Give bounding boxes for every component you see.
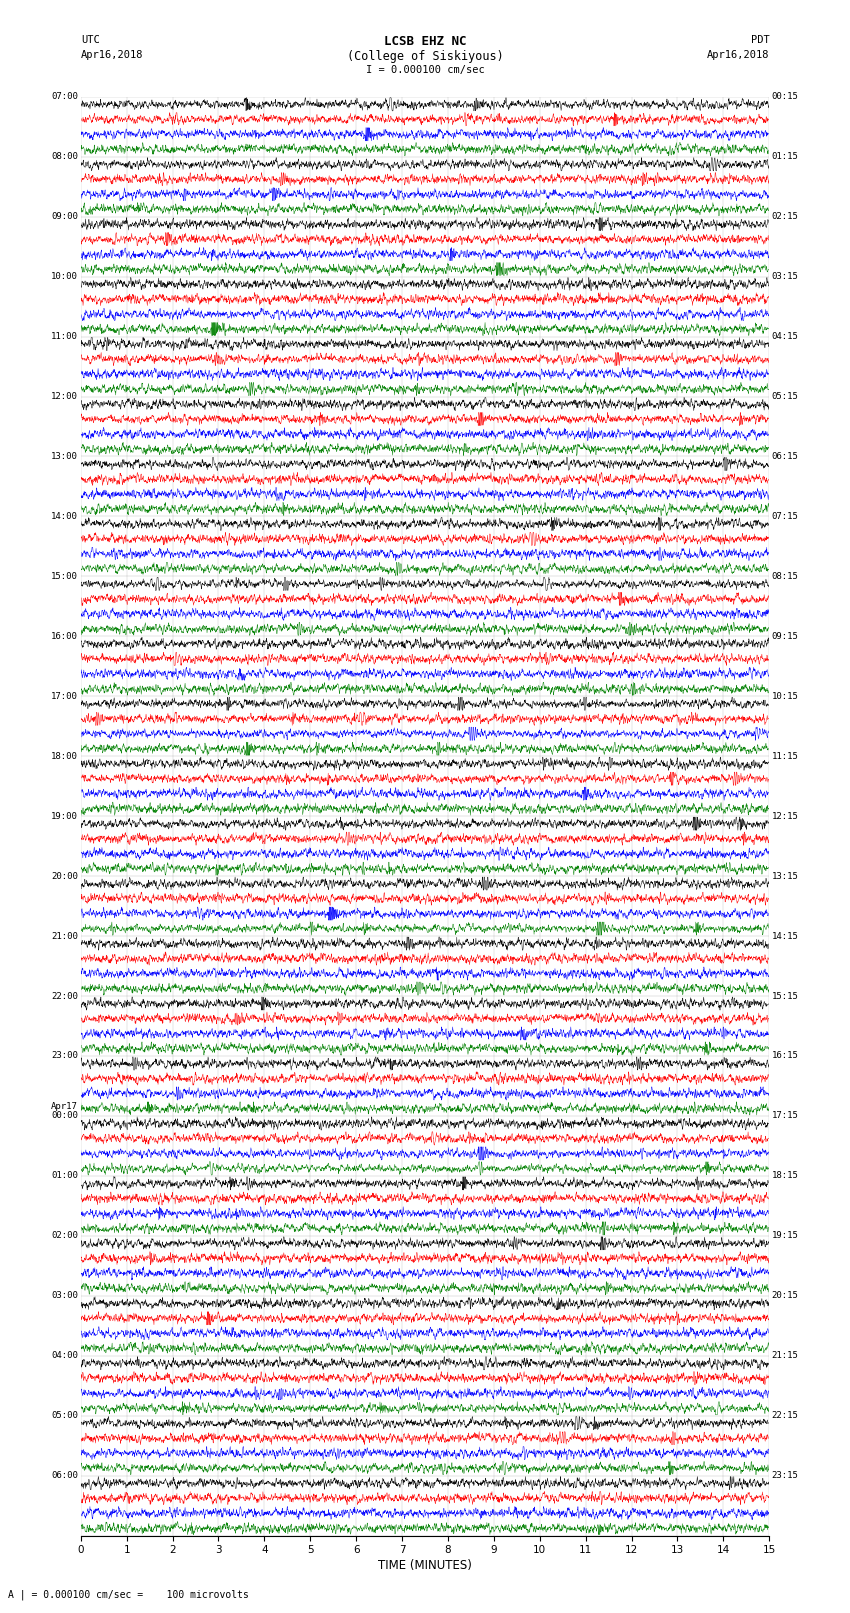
Text: 17:15: 17:15 — [772, 1111, 799, 1121]
Text: Apr17: Apr17 — [51, 1102, 78, 1111]
Text: PDT: PDT — [751, 35, 769, 45]
Text: 19:00: 19:00 — [51, 811, 78, 821]
Text: 14:00: 14:00 — [51, 511, 78, 521]
Text: 10:15: 10:15 — [772, 692, 799, 700]
Text: (College of Siskiyous): (College of Siskiyous) — [347, 50, 503, 63]
Text: LCSB EHZ NC: LCSB EHZ NC — [383, 35, 467, 48]
Text: 13:15: 13:15 — [772, 871, 799, 881]
Text: 05:00: 05:00 — [51, 1411, 78, 1419]
Text: 20:15: 20:15 — [772, 1292, 799, 1300]
Text: 02:00: 02:00 — [51, 1231, 78, 1240]
X-axis label: TIME (MINUTES): TIME (MINUTES) — [378, 1560, 472, 1573]
Text: 07:00: 07:00 — [51, 92, 78, 102]
Text: 14:15: 14:15 — [772, 932, 799, 940]
Text: 19:15: 19:15 — [772, 1231, 799, 1240]
Text: 01:15: 01:15 — [772, 152, 799, 161]
Text: 06:15: 06:15 — [772, 452, 799, 461]
Text: 15:15: 15:15 — [772, 992, 799, 1000]
Text: 09:00: 09:00 — [51, 213, 78, 221]
Text: 07:15: 07:15 — [772, 511, 799, 521]
Text: 02:15: 02:15 — [772, 213, 799, 221]
Text: 22:00: 22:00 — [51, 992, 78, 1000]
Text: 10:00: 10:00 — [51, 273, 78, 281]
Text: 01:00: 01:00 — [51, 1171, 78, 1181]
Text: UTC: UTC — [81, 35, 99, 45]
Text: 00:15: 00:15 — [772, 92, 799, 102]
Text: 03:15: 03:15 — [772, 273, 799, 281]
Text: A | = 0.000100 cm/sec =    100 microvolts: A | = 0.000100 cm/sec = 100 microvolts — [8, 1589, 249, 1600]
Text: 23:00: 23:00 — [51, 1052, 78, 1060]
Text: 00:00: 00:00 — [51, 1111, 78, 1121]
Text: 09:15: 09:15 — [772, 632, 799, 640]
Text: 20:00: 20:00 — [51, 871, 78, 881]
Text: 04:00: 04:00 — [51, 1352, 78, 1360]
Text: Apr16,2018: Apr16,2018 — [706, 50, 769, 60]
Text: 11:15: 11:15 — [772, 752, 799, 761]
Text: 06:00: 06:00 — [51, 1471, 78, 1481]
Text: 21:00: 21:00 — [51, 932, 78, 940]
Text: 05:15: 05:15 — [772, 392, 799, 402]
Text: 18:15: 18:15 — [772, 1171, 799, 1181]
Text: 11:00: 11:00 — [51, 332, 78, 340]
Text: 08:15: 08:15 — [772, 573, 799, 581]
Text: I = 0.000100 cm/sec: I = 0.000100 cm/sec — [366, 65, 484, 74]
Text: 16:15: 16:15 — [772, 1052, 799, 1060]
Text: 03:00: 03:00 — [51, 1292, 78, 1300]
Text: 12:15: 12:15 — [772, 811, 799, 821]
Text: 16:00: 16:00 — [51, 632, 78, 640]
Text: 23:15: 23:15 — [772, 1471, 799, 1481]
Text: Apr16,2018: Apr16,2018 — [81, 50, 144, 60]
Text: 15:00: 15:00 — [51, 573, 78, 581]
Text: 04:15: 04:15 — [772, 332, 799, 340]
Text: 12:00: 12:00 — [51, 392, 78, 402]
Text: 18:00: 18:00 — [51, 752, 78, 761]
Text: 17:00: 17:00 — [51, 692, 78, 700]
Text: 08:00: 08:00 — [51, 152, 78, 161]
Text: 13:00: 13:00 — [51, 452, 78, 461]
Text: 21:15: 21:15 — [772, 1352, 799, 1360]
Text: 22:15: 22:15 — [772, 1411, 799, 1419]
